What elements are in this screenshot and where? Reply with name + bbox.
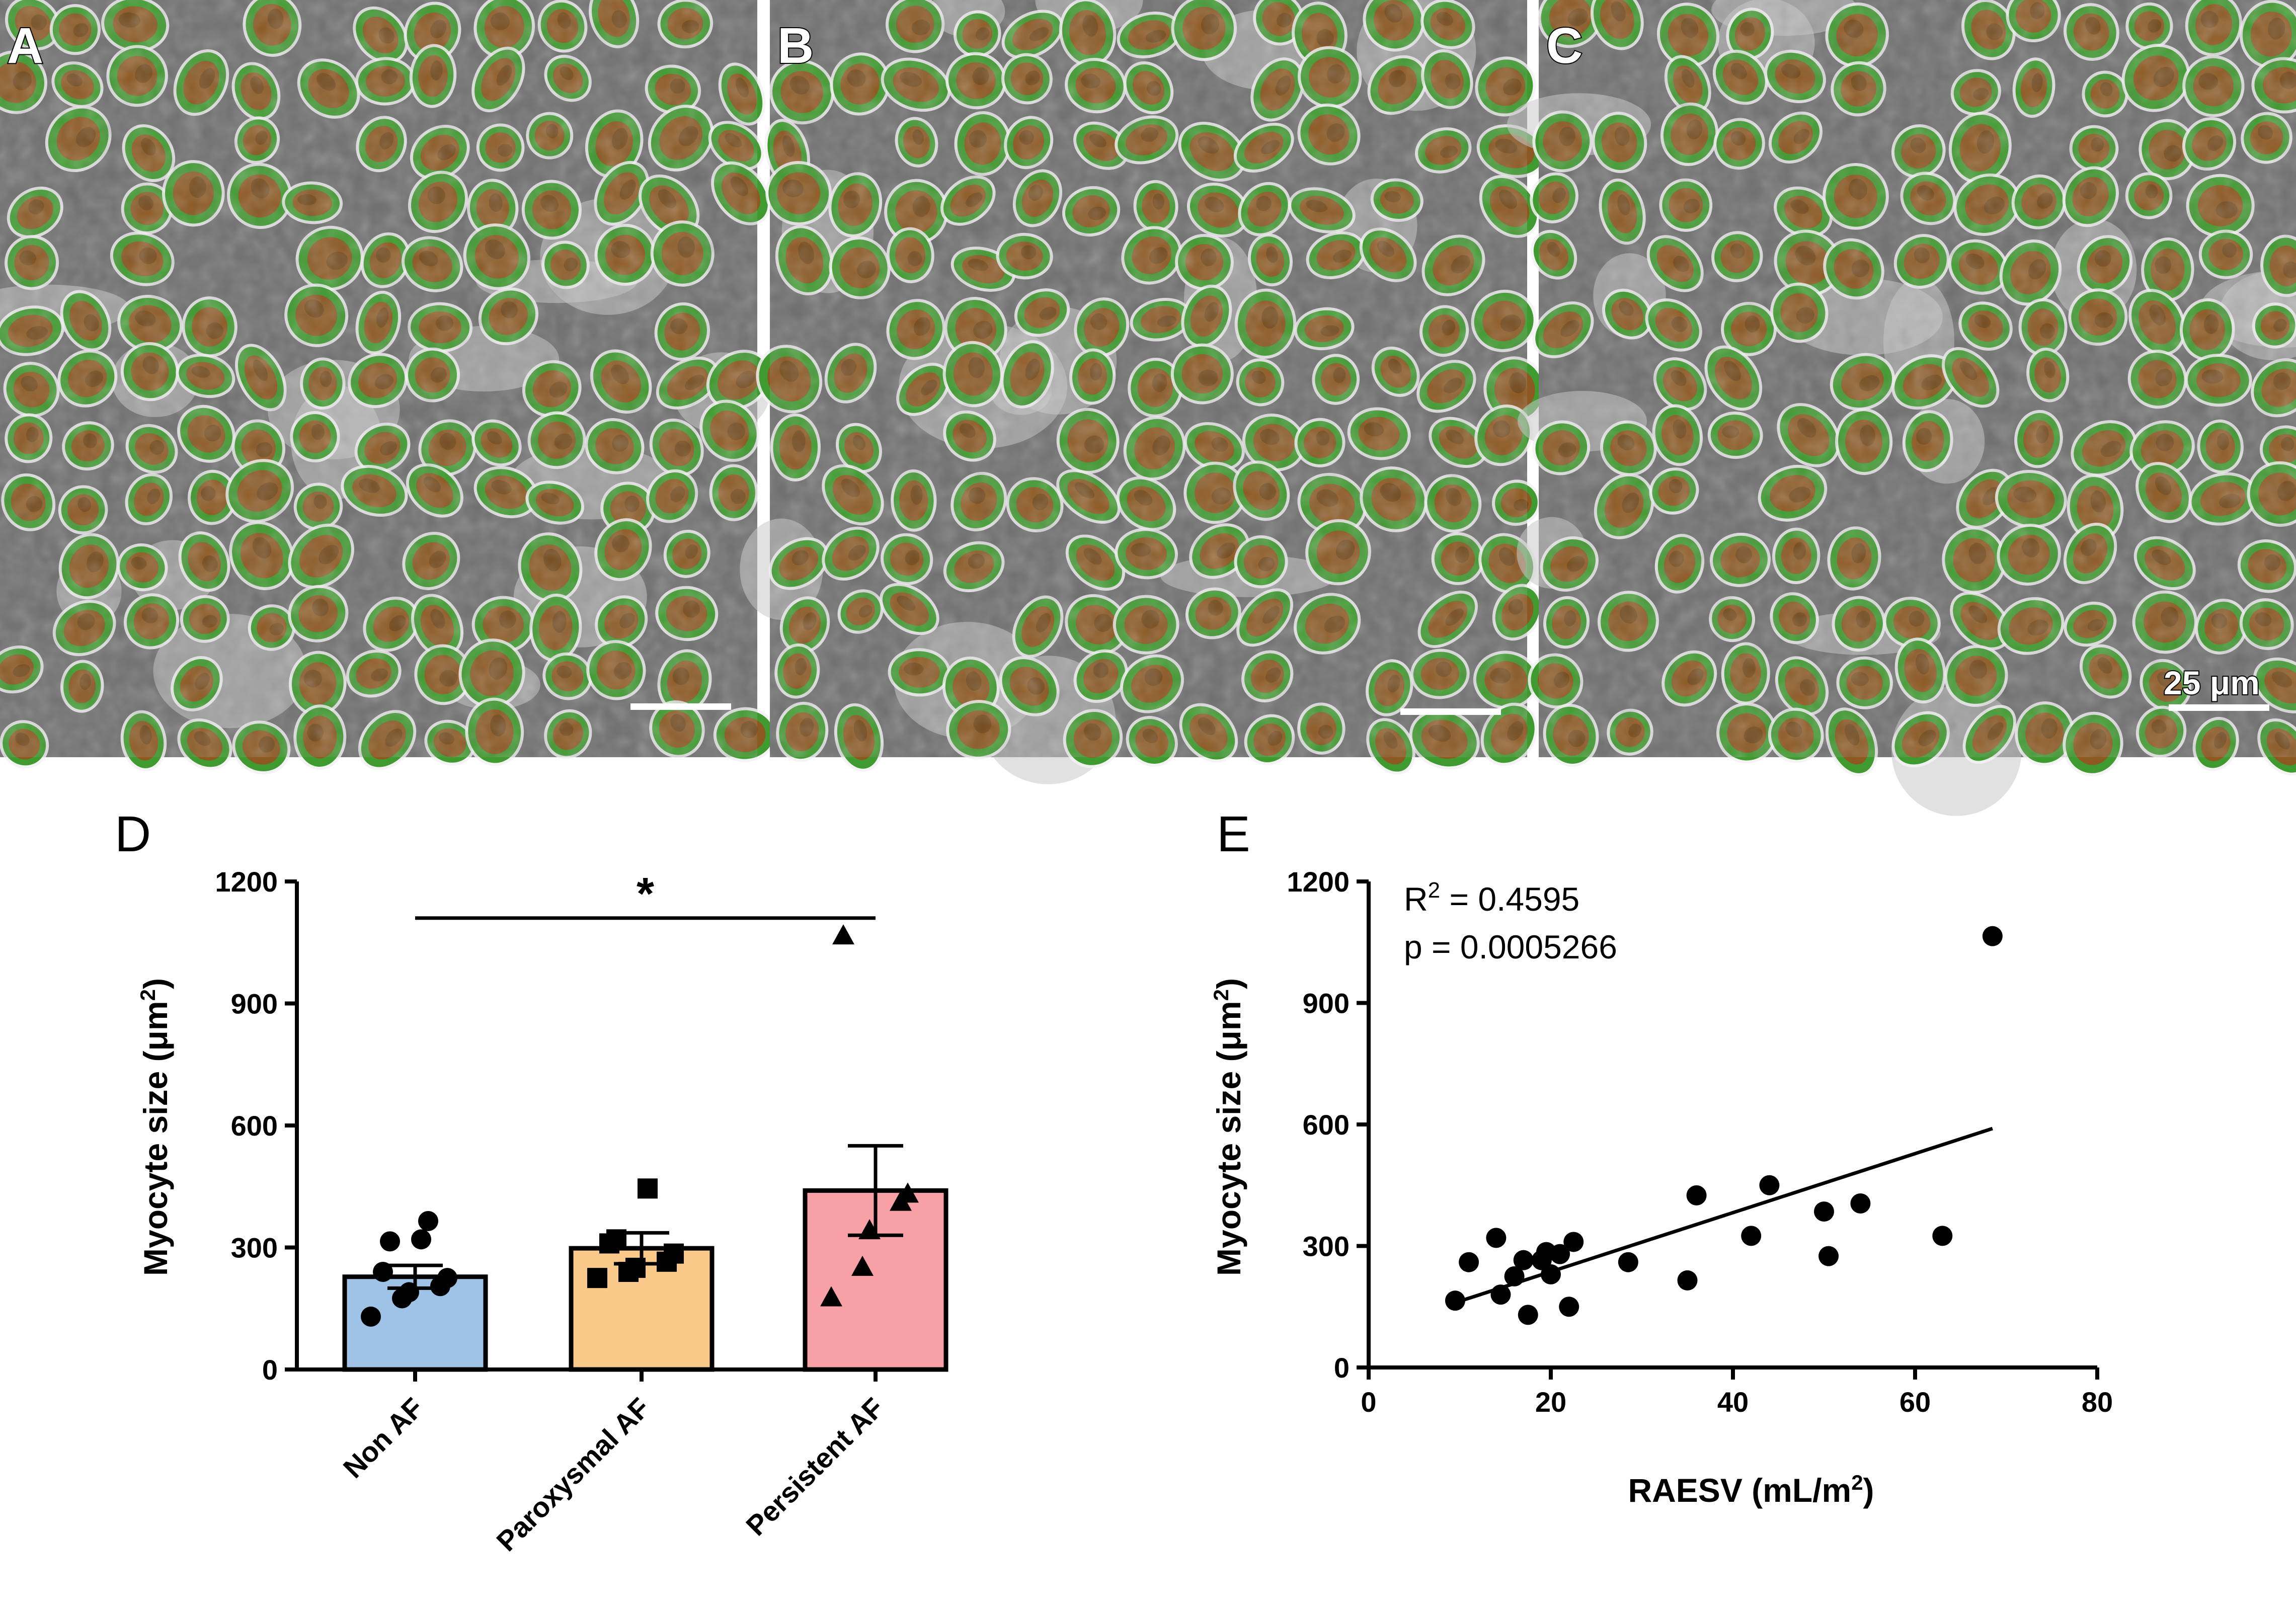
micrograph-b: B (740, 0, 1546, 784)
data-point (897, 1182, 919, 1203)
micrograph-a-label: A (7, 18, 43, 74)
data-point (1850, 1193, 1871, 1214)
micrograph-c-label: C (1546, 18, 1582, 74)
chart-e-y-axis-title: Myocyte size (μm2) (1209, 978, 1247, 1276)
data-point (1677, 1270, 1698, 1291)
data-point (1513, 1250, 1534, 1270)
data-point (1563, 1232, 1584, 1252)
data-point (664, 1243, 684, 1264)
data-point (1504, 1266, 1525, 1286)
y-tick-label: 0 (262, 1354, 278, 1386)
chart-e-x-axis-title: RAESV (mL/m2) (1628, 1471, 1874, 1509)
micrograph-b-label: B (777, 18, 814, 74)
y-tick-label: 600 (1303, 1109, 1350, 1141)
y-tick-label: 900 (1303, 988, 1350, 1019)
x-tick-label: 60 (1899, 1386, 1931, 1418)
micrograph-a-texture (0, 0, 757, 757)
chart-e-x-ticks: 0 20 40 60 80 (1361, 1367, 2113, 1418)
data-point (1982, 926, 2003, 946)
chart-d-x-ticks: Non AF Paroxysmal AF Persistent AF (337, 1369, 890, 1557)
x-tick-label: 40 (1717, 1386, 1749, 1418)
data-point (820, 1286, 842, 1307)
data-point (361, 1306, 381, 1327)
data-point (1459, 1252, 1479, 1272)
data-point (1818, 1246, 1839, 1266)
data-point (832, 924, 854, 945)
x-tick-label: Persistent AF (740, 1392, 890, 1542)
x-tick-label: 80 (2082, 1386, 2113, 1418)
data-point (1741, 1226, 1762, 1246)
scale-bar-c-label: 25 μm (2164, 664, 2260, 701)
panel-d-label: D (115, 806, 151, 862)
x-tick-label: Non AF (337, 1392, 430, 1484)
data-point (1759, 1175, 1780, 1195)
chart-e: E 0 300 600 900 1200 0 20 40 60 80 R2 = 0.4595 p… (1209, 806, 2113, 1509)
x-tick-label: Paroxysmal AF (490, 1392, 656, 1557)
data-point (851, 1255, 874, 1276)
data-point (418, 1211, 438, 1231)
y-tick-label: 1200 (1287, 866, 1350, 898)
scale-bar-a (630, 703, 731, 710)
data-point (1550, 1244, 1570, 1264)
scale-bar-c (2169, 704, 2269, 711)
micrograph-b-texture (770, 0, 1527, 757)
chart-d-significance: * (415, 869, 876, 920)
data-point (437, 1268, 457, 1288)
y-tick-label: 600 (231, 1110, 278, 1142)
regression-line (1454, 1126, 1993, 1305)
chart-d-y-ticks: 0 300 600 900 1200 (215, 866, 297, 1386)
chart-d-y-axis-title: Myocyte size (μm2) (136, 978, 174, 1276)
data-point (1490, 1284, 1511, 1305)
x-tick-label: 0 (1361, 1386, 1376, 1418)
data-point (1486, 1228, 1507, 1248)
panel-e-label: E (1217, 806, 1250, 862)
chart-e-p-value: p = 0.0005266 (1404, 928, 1617, 965)
data-point (587, 1268, 607, 1288)
y-tick-label: 900 (231, 988, 278, 1020)
data-point (1618, 1252, 1638, 1272)
y-tick-label: 300 (231, 1232, 278, 1264)
data-point (1686, 1185, 1707, 1205)
chart-e-regression (1454, 1126, 1993, 1305)
data-point (1541, 1264, 1561, 1284)
chart-e-r-squared: R2 = 0.4595 (1404, 878, 1579, 918)
data-point (380, 1231, 400, 1252)
micrograph-a: A (0, 0, 777, 775)
chart-d-error-bars (387, 1144, 903, 1290)
data-point (1445, 1291, 1465, 1311)
chart-e-points (1445, 926, 2003, 1325)
data-point (1814, 1201, 1834, 1222)
data-point (638, 1178, 658, 1199)
chart-e-y-ticks: 0 300 600 900 1200 (1287, 866, 1369, 1384)
x-tick-label: 20 (1535, 1386, 1566, 1418)
y-tick-label: 300 (1303, 1231, 1350, 1262)
y-tick-label: 1200 (215, 866, 278, 898)
significance-marker: * (637, 869, 654, 919)
micrograph-c-texture (1539, 0, 2296, 757)
data-point (1559, 1297, 1579, 1317)
scale-bar-b (1400, 708, 1501, 715)
chart-d-points (361, 924, 919, 1327)
chart-d: D 0 300 600 900 1200 Non AF Paroxysmal AF Pers… (115, 806, 948, 1557)
data-point (1518, 1305, 1538, 1325)
data-point (411, 1229, 431, 1250)
micrograph-c: C 25 μm (1507, 0, 2296, 816)
data-point (1932, 1226, 1953, 1246)
y-tick-label: 0 (1334, 1352, 1350, 1384)
